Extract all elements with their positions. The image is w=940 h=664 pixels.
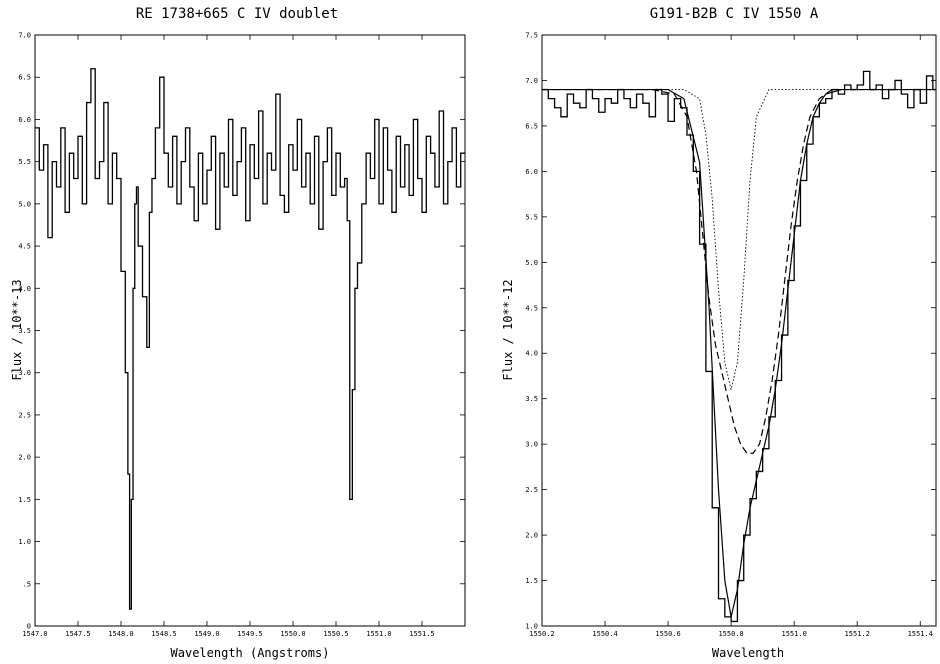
- left-x-tick-label: 1550.0: [280, 630, 305, 638]
- left-x-tick-label: 1549.5: [237, 630, 262, 638]
- right-plot-frame: [541, 34, 937, 627]
- left-x-tick-label: 1551.5: [409, 630, 434, 638]
- left-x-axis-label: Wavelength (Angstroms): [171, 646, 330, 660]
- left-x-tick-label: 1548.5: [151, 630, 176, 638]
- right-y-tick-label: 6.5: [525, 122, 538, 130]
- right-series-dotted-line: [542, 89, 936, 390]
- right-y-tick-label: 5.0: [525, 259, 538, 267]
- right-x-tick-label: 1550.2: [529, 630, 554, 638]
- right-y-tick-label: 3.0: [525, 441, 538, 449]
- right-series-dashed-line: [542, 88, 936, 454]
- right-y-tick-label: 6.0: [525, 168, 538, 176]
- left-y-tick-label: .5: [23, 580, 31, 588]
- left-x-tick-label: 1547.5: [65, 630, 90, 638]
- right-series-group: [542, 70, 936, 623]
- right-x-tick-label: 1550.8: [718, 630, 743, 638]
- right-y-tick-label: 5.5: [525, 213, 538, 221]
- left-x-tick-label: 1550.5: [323, 630, 348, 638]
- left-y-tick-label: 6.0: [18, 116, 31, 124]
- left-y-tick-label: 6.5: [18, 74, 31, 82]
- left-y-tick-label: 2.0: [18, 454, 31, 462]
- left-plot-frame: [34, 34, 466, 627]
- right-x-axis-label: Wavelength: [712, 646, 784, 660]
- right-y-tick-label: 7.0: [525, 77, 538, 85]
- right-y-tick-label: 1.0: [525, 623, 538, 631]
- left-y-tick-label: 5.5: [18, 158, 31, 166]
- left-axis-ticks: 1547.0 1547.5 1548.0 1548.5 1549.0 1549.5 1550…: [18, 32, 465, 638]
- left-y-tick-label: 5.0: [18, 200, 31, 208]
- left-x-tick-label: 1547.0: [22, 630, 47, 638]
- left-y-tick-label: 2.5: [18, 411, 31, 419]
- right-y-tick-label: 7.5: [525, 32, 538, 40]
- right-x-tick-label: 1550.6: [655, 630, 680, 638]
- left-y-tick-label: 3.0: [18, 369, 31, 377]
- left-y-tick-label: 3.5: [18, 327, 31, 335]
- right-x-tick-label: 1551.0: [782, 630, 807, 638]
- left-series-histogram-line: [35, 68, 465, 610]
- left-chart: RE 1738+665 C IV doublet 1547.0 1547.5 154…: [10, 6, 466, 660]
- left-y-tick-label: 1.5: [18, 496, 31, 504]
- right-y-tick-label: 4.0: [525, 350, 538, 358]
- right-chart-title: G191-B2B C IV 1550 A: [650, 6, 819, 22]
- right-axis-ticks: 1550.2 1550.4 1550.6 1550.8 1551.0 1551.2 1551…: [525, 32, 936, 638]
- right-chart: G191-B2B C IV 1550 A 1550.2 1550.4 1550.6 1…: [501, 6, 937, 660]
- left-y-tick-label: 1.0: [18, 538, 31, 546]
- left-x-tick-label: 1549.0: [194, 630, 219, 638]
- left-x-tick-label: 1548.0: [108, 630, 133, 638]
- right-y-tick-label: 1.5: [525, 577, 538, 585]
- right-y-tick-label: 3.5: [525, 395, 538, 403]
- right-y-axis-label: Flux / 10**-12: [501, 279, 515, 380]
- left-y-axis-label: Flux / 10**-13: [10, 279, 24, 380]
- left-series-group: [35, 68, 465, 610]
- right-x-tick-label: 1551.4: [908, 630, 933, 638]
- right-x-tick-label: 1550.4: [592, 630, 617, 638]
- left-chart-title: RE 1738+665 C IV doublet: [136, 6, 338, 22]
- left-x-tick-label: 1551.0: [366, 630, 391, 638]
- right-y-tick-label: 2.5: [525, 486, 538, 494]
- left-y-tick-label: 4.5: [18, 243, 31, 251]
- left-y-tick-label: 7.0: [18, 32, 31, 40]
- right-x-tick-label: 1551.2: [845, 630, 870, 638]
- right-y-tick-label: 2.0: [525, 532, 538, 540]
- left-y-tick-label: 0: [27, 623, 31, 631]
- left-y-tick-label: 4.0: [18, 285, 31, 293]
- right-series-solid-line: [542, 88, 936, 618]
- right-y-tick-label: 4.5: [525, 304, 538, 312]
